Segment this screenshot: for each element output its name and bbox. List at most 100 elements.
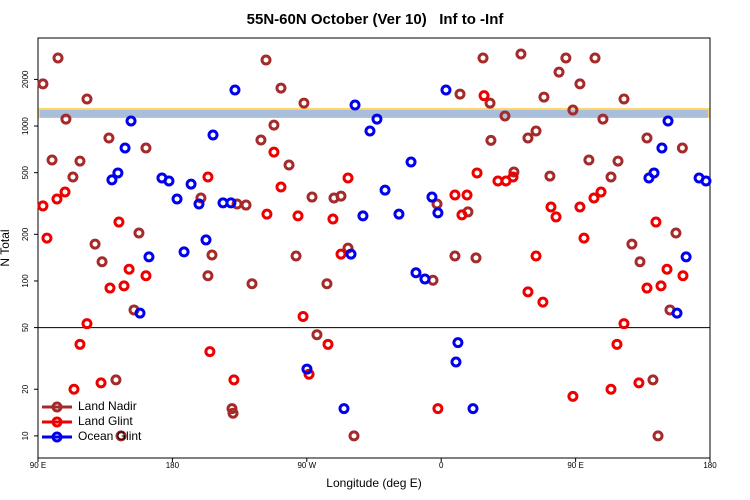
point xyxy=(508,166,520,178)
point xyxy=(335,248,347,260)
point xyxy=(268,146,280,158)
point xyxy=(275,82,287,94)
legend-label: Land Nadir xyxy=(78,399,137,413)
point xyxy=(104,282,116,294)
point xyxy=(522,286,534,298)
point xyxy=(432,403,444,415)
point xyxy=(246,278,258,290)
point xyxy=(52,52,64,64)
legend-marker xyxy=(51,416,63,428)
point xyxy=(597,113,609,125)
y-tick-label: 1000 xyxy=(21,117,30,135)
point xyxy=(112,167,124,179)
point xyxy=(432,207,444,219)
point xyxy=(634,256,646,268)
point xyxy=(545,201,557,213)
point xyxy=(583,154,595,166)
point xyxy=(605,383,617,395)
point xyxy=(41,232,53,244)
point xyxy=(680,251,692,263)
point xyxy=(612,155,624,167)
point xyxy=(119,142,131,154)
point xyxy=(67,171,79,183)
point xyxy=(206,249,218,261)
point xyxy=(290,250,302,262)
point xyxy=(204,346,216,358)
point xyxy=(553,66,565,78)
point xyxy=(348,430,360,442)
point xyxy=(471,167,483,179)
point xyxy=(113,216,125,228)
x-tick-label: 0 xyxy=(439,461,444,470)
point xyxy=(226,403,238,415)
point xyxy=(515,48,527,60)
point xyxy=(499,110,511,122)
point xyxy=(652,430,664,442)
legend-marker xyxy=(51,431,63,443)
point xyxy=(163,175,175,187)
point xyxy=(261,208,273,220)
point xyxy=(292,210,304,222)
point xyxy=(611,338,623,350)
point xyxy=(106,174,118,186)
y-tick-label: 20 xyxy=(21,384,30,393)
point xyxy=(530,125,542,137)
point xyxy=(60,113,72,125)
point xyxy=(207,129,219,141)
legend-marker xyxy=(51,401,63,413)
point xyxy=(440,84,452,96)
point xyxy=(193,198,205,210)
point xyxy=(419,273,431,285)
y-tick-label: 500 xyxy=(21,165,30,179)
point xyxy=(578,232,590,244)
legend-label: Land Glint xyxy=(78,414,133,428)
point xyxy=(74,338,86,350)
point xyxy=(240,199,252,211)
x-tick-label: 90 E xyxy=(567,461,583,470)
x-tick-label: 180 xyxy=(166,461,180,470)
point xyxy=(560,52,572,64)
point xyxy=(338,403,350,415)
point xyxy=(298,97,310,109)
y-tick-label: 2000 xyxy=(21,70,30,88)
point xyxy=(449,189,461,201)
band xyxy=(40,109,708,118)
point xyxy=(357,210,369,222)
point xyxy=(574,201,586,213)
y-axis-label: N Total xyxy=(0,229,12,266)
point xyxy=(283,159,295,171)
point xyxy=(228,374,240,386)
point xyxy=(134,307,146,319)
point xyxy=(140,270,152,282)
point xyxy=(275,181,287,193)
point xyxy=(123,263,135,275)
point xyxy=(461,189,473,201)
point xyxy=(485,134,497,146)
point xyxy=(260,54,272,66)
point xyxy=(641,282,653,294)
point xyxy=(81,318,93,330)
point xyxy=(626,238,638,250)
point xyxy=(633,377,645,389)
point xyxy=(345,248,357,260)
point xyxy=(550,211,562,223)
point xyxy=(301,363,313,375)
point xyxy=(478,90,490,102)
point xyxy=(454,88,466,100)
point xyxy=(125,115,137,127)
point xyxy=(103,132,115,144)
point xyxy=(676,142,688,154)
point xyxy=(59,186,71,198)
point xyxy=(677,270,689,282)
point xyxy=(671,307,683,319)
x-tick-label: 180 xyxy=(703,461,717,470)
point xyxy=(349,99,361,111)
point xyxy=(405,156,417,168)
point xyxy=(225,197,237,209)
point xyxy=(143,251,155,263)
chart-title: 55N-60N October (Ver 10) Inf to -Inf xyxy=(247,11,505,28)
point xyxy=(327,213,339,225)
point xyxy=(507,171,519,183)
point xyxy=(410,267,422,279)
